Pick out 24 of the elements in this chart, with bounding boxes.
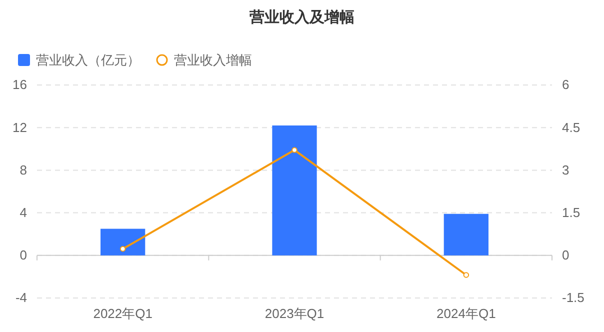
legend-label: 营业收入（亿元） — [36, 54, 140, 68]
y2-tick-label: -1.5 — [562, 290, 584, 306]
y-tick-label: 8 — [20, 162, 27, 178]
bar — [444, 214, 488, 256]
legend-label: 营业收入增幅 — [174, 54, 252, 68]
y-tick-label: -4 — [15, 290, 27, 306]
y-tick-label: 4 — [20, 204, 27, 220]
bar — [272, 125, 317, 256]
point — [120, 246, 126, 252]
chart-title: 营业收入及增幅 — [248, 8, 354, 26]
point — [292, 147, 298, 153]
x-tick-label: 2023年Q1 — [264, 306, 324, 321]
x-tick-label: 2022年Q1 — [93, 306, 152, 321]
point — [463, 272, 470, 278]
y-tick-label: 0 — [20, 248, 27, 263]
y-tick-label: 12 — [12, 120, 27, 135]
y2-tick-label: 4.5 — [562, 120, 580, 135]
y2-tick-label: 3 — [562, 162, 570, 178]
y2-tick-label: 0 — [562, 248, 570, 263]
x-tick-label: 2024年Q1 — [436, 306, 496, 321]
y2-tick-label: 1.5 — [562, 204, 580, 220]
y-tick-label: 16 — [12, 77, 27, 92]
bar — [100, 228, 146, 256]
y2-tick-label: 6 — [562, 77, 570, 92]
